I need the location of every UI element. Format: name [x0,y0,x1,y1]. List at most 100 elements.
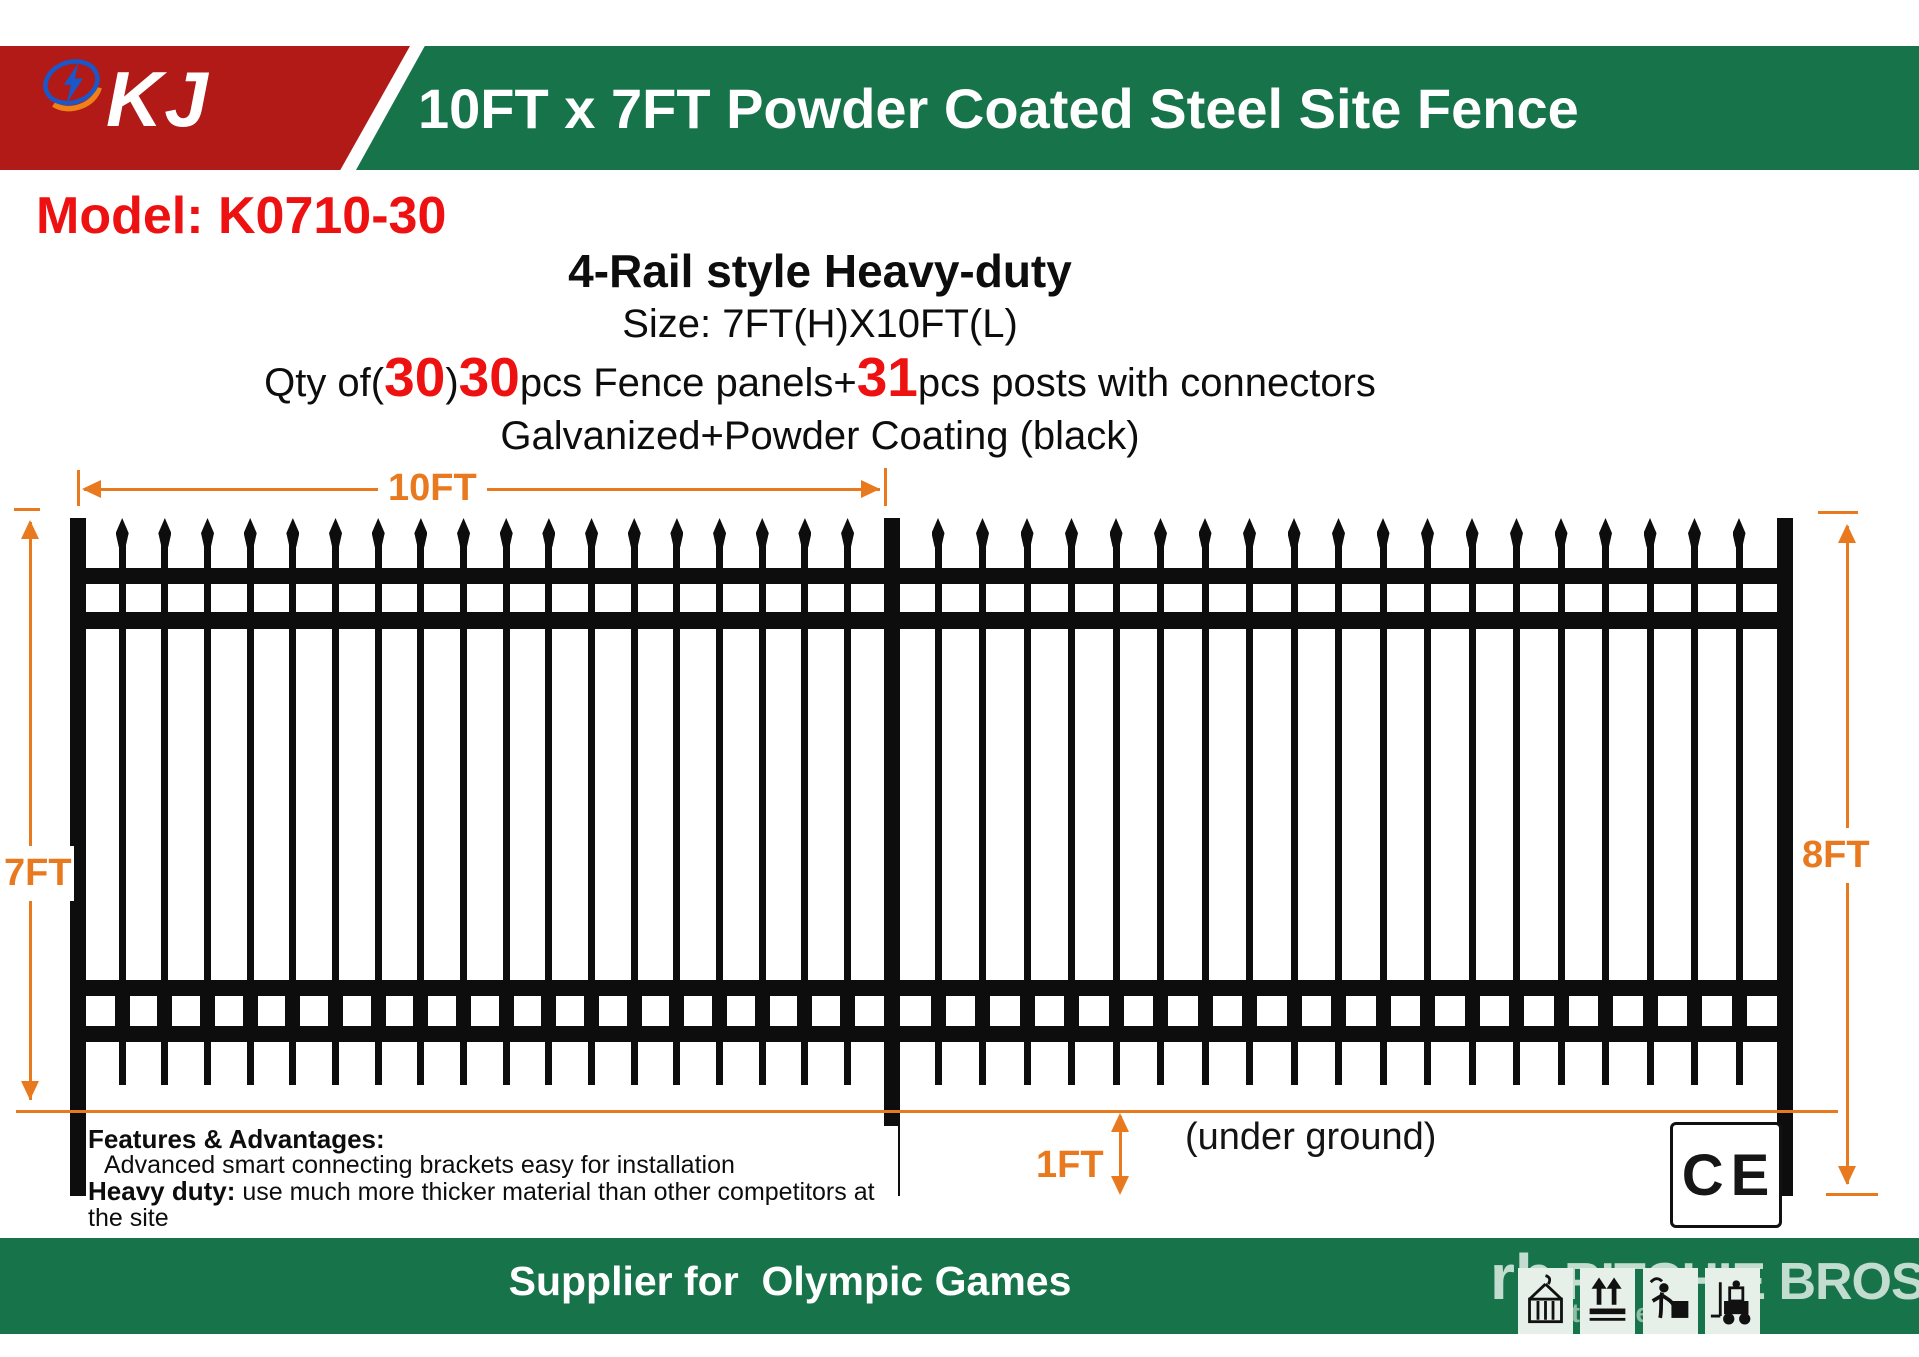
features-line1: Advanced smart connecting brackets easy … [104,1151,735,1179]
brand-logo-text: KJ [106,55,210,143]
fence-panel-right [900,518,1777,1085]
footer-slogan: Supplier for Olympic Games [508,1258,1072,1304]
fence-picket [1420,518,1435,1085]
features-line2-rest: use much more thicker material than othe… [88,1178,875,1232]
fence-picket [754,518,770,1085]
fence-picket [584,518,600,1085]
features-block: Features & Advantages: Advanced smart co… [88,1126,898,1231]
depth-dim-arrowhead-up [1111,1113,1129,1132]
features-heading: Features & Advantages: [88,1124,385,1154]
picket-shaft [204,543,212,1085]
fence-picket [1731,518,1747,1085]
fence-picket [1642,518,1658,1085]
picket-shaft [1112,543,1120,1085]
picket-shaft [1023,543,1031,1085]
picket-shaft [801,543,809,1085]
width-dim-arrowhead-right [861,480,880,498]
picket-shaft [1424,543,1431,1085]
picket-shaft [844,543,852,1085]
features-line2-bold: Heavy duty: [88,1176,236,1206]
kj-globe-logo-icon [43,59,102,112]
qty-suffix: pcs posts with connectors [917,361,1376,405]
picket-shaft [1468,543,1476,1085]
depth-dim-label: 1FT [1036,1144,1104,1186]
qty-posts: 31 [856,346,918,408]
quantity-line: Qty of(30)30pcs Fence panels+31pcs posts… [0,348,1640,412]
forklift-glyph [1710,1280,1751,1325]
picket-shaft [979,543,986,1085]
height-left-arrowhead-down [21,1081,39,1100]
fence-picket [669,518,685,1085]
fence-picket [1331,518,1346,1085]
height-right-arrowhead-down [1838,1166,1856,1185]
fence-picket [626,518,642,1085]
picket-shaft [417,543,425,1085]
picket-shaft [246,543,254,1085]
size-line: Size: 7FT(H)X10FT(L) [622,302,1018,346]
fence-rail-2 [70,612,1793,629]
picket-shaft [289,543,297,1085]
fence-rail-3 [70,980,1793,996]
falling-hazard-icon [1643,1268,1698,1334]
fence-picket [1464,518,1480,1085]
picket-shaft [673,543,681,1085]
style-heading: 4-Rail style Heavy-duty [568,245,1072,297]
picket-shaft [716,543,724,1085]
falling-hazard-glyph [1649,1277,1689,1319]
picket-shaft [1557,543,1565,1085]
height-left-tick [14,508,40,511]
fence-picket [413,518,429,1085]
page-title: 10FT x 7FT Powder Coated Steel Site Fenc… [418,77,1579,140]
fence-picket [1509,518,1524,1085]
fence-picket [541,518,557,1085]
fence-panel-left [86,518,884,1085]
fence-picket [157,518,173,1085]
width-dim-tick-right [884,468,887,506]
container-lifting-icon [1518,1268,1573,1334]
underground-note: (under ground) [1185,1116,1437,1158]
coating-line: Galvanized+Powder Coating (black) [500,414,1140,458]
forklift-icon [1705,1268,1760,1334]
fence-picket [498,518,514,1085]
height-left-label: 7FT [2,846,74,901]
fence-rail-4 [70,1026,1793,1042]
picket-shaft [1157,543,1164,1085]
fence-picket [975,518,990,1085]
keep-upright-glyph [1589,1277,1626,1321]
qty-close-paren: ) [445,361,459,405]
fence-picket [456,518,472,1085]
picket-shaft [332,543,340,1085]
fence-picket [200,518,216,1085]
picket-shaft [1735,543,1743,1085]
picket-shaft [545,543,553,1085]
fence-picket [1064,518,1079,1085]
model-number: Model: K0710-30 [36,187,447,245]
fence-picket [1553,518,1569,1085]
fence-picket [285,518,301,1085]
picket-shaft [460,543,468,1085]
picket-shaft [1646,543,1654,1085]
picket-shaft [758,543,766,1085]
height-right-label: 8FT [1800,828,1872,883]
fence-picket [1019,518,1035,1085]
qty-prefix: Qty of( [264,361,385,405]
fence-picket [797,518,813,1085]
fence-picket [114,518,130,1085]
height-right-tick-top [1818,511,1858,514]
picket-shaft [374,543,382,1085]
picket-shaft [1335,543,1342,1085]
container-lifting-glyph [1528,1274,1563,1324]
fence-rail-1 [70,568,1793,584]
qty-mid: pcs Fence panels+ [519,361,857,405]
fence-picket [1108,518,1124,1085]
picket-shaft [588,543,596,1085]
fence-picket [328,518,344,1085]
fence-picket [1197,518,1213,1085]
fence-picket [1286,518,1302,1085]
fence-picket [1242,518,1257,1085]
width-dim-tick-left [77,470,80,506]
picket-shaft [1201,543,1209,1085]
features-line2: Heavy duty: use much more thicker materi… [88,1178,898,1231]
fence-picket [1687,518,1702,1085]
